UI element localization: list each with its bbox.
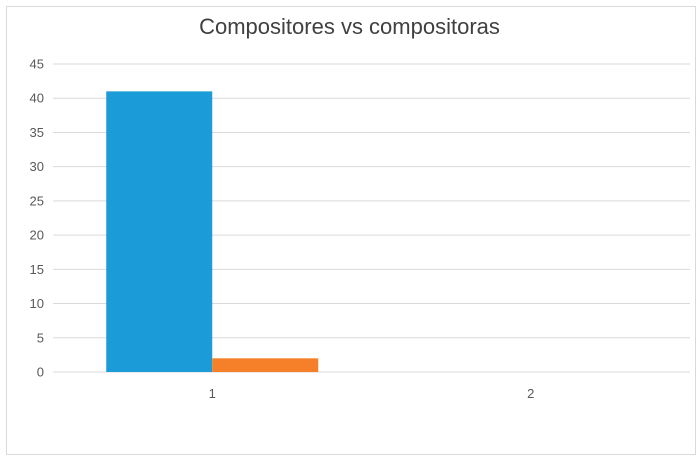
y-axis-ticks: 0 5 10 15 20 25 30 35 40 45 [30, 57, 44, 380]
y-tick-label: 15 [30, 262, 44, 277]
bars [106, 91, 319, 372]
y-tick-label: 25 [30, 193, 44, 208]
y-tick-label: 10 [30, 296, 44, 311]
chart-title: Compositores vs compositoras [199, 14, 500, 39]
y-tick-label: 30 [30, 159, 44, 174]
x-tick-label: 1 [209, 386, 216, 401]
x-tick-label: 2 [527, 386, 534, 401]
y-tick-label: 0 [37, 365, 44, 380]
y-tick-label: 35 [30, 125, 44, 140]
bar-series-1-category-1 [106, 91, 213, 372]
y-tick-label: 20 [30, 228, 44, 243]
bar-series-2-category-1 [212, 358, 319, 372]
y-tick-label: 40 [30, 91, 44, 106]
y-tick-label: 45 [30, 57, 44, 72]
y-tick-label: 5 [37, 330, 44, 345]
